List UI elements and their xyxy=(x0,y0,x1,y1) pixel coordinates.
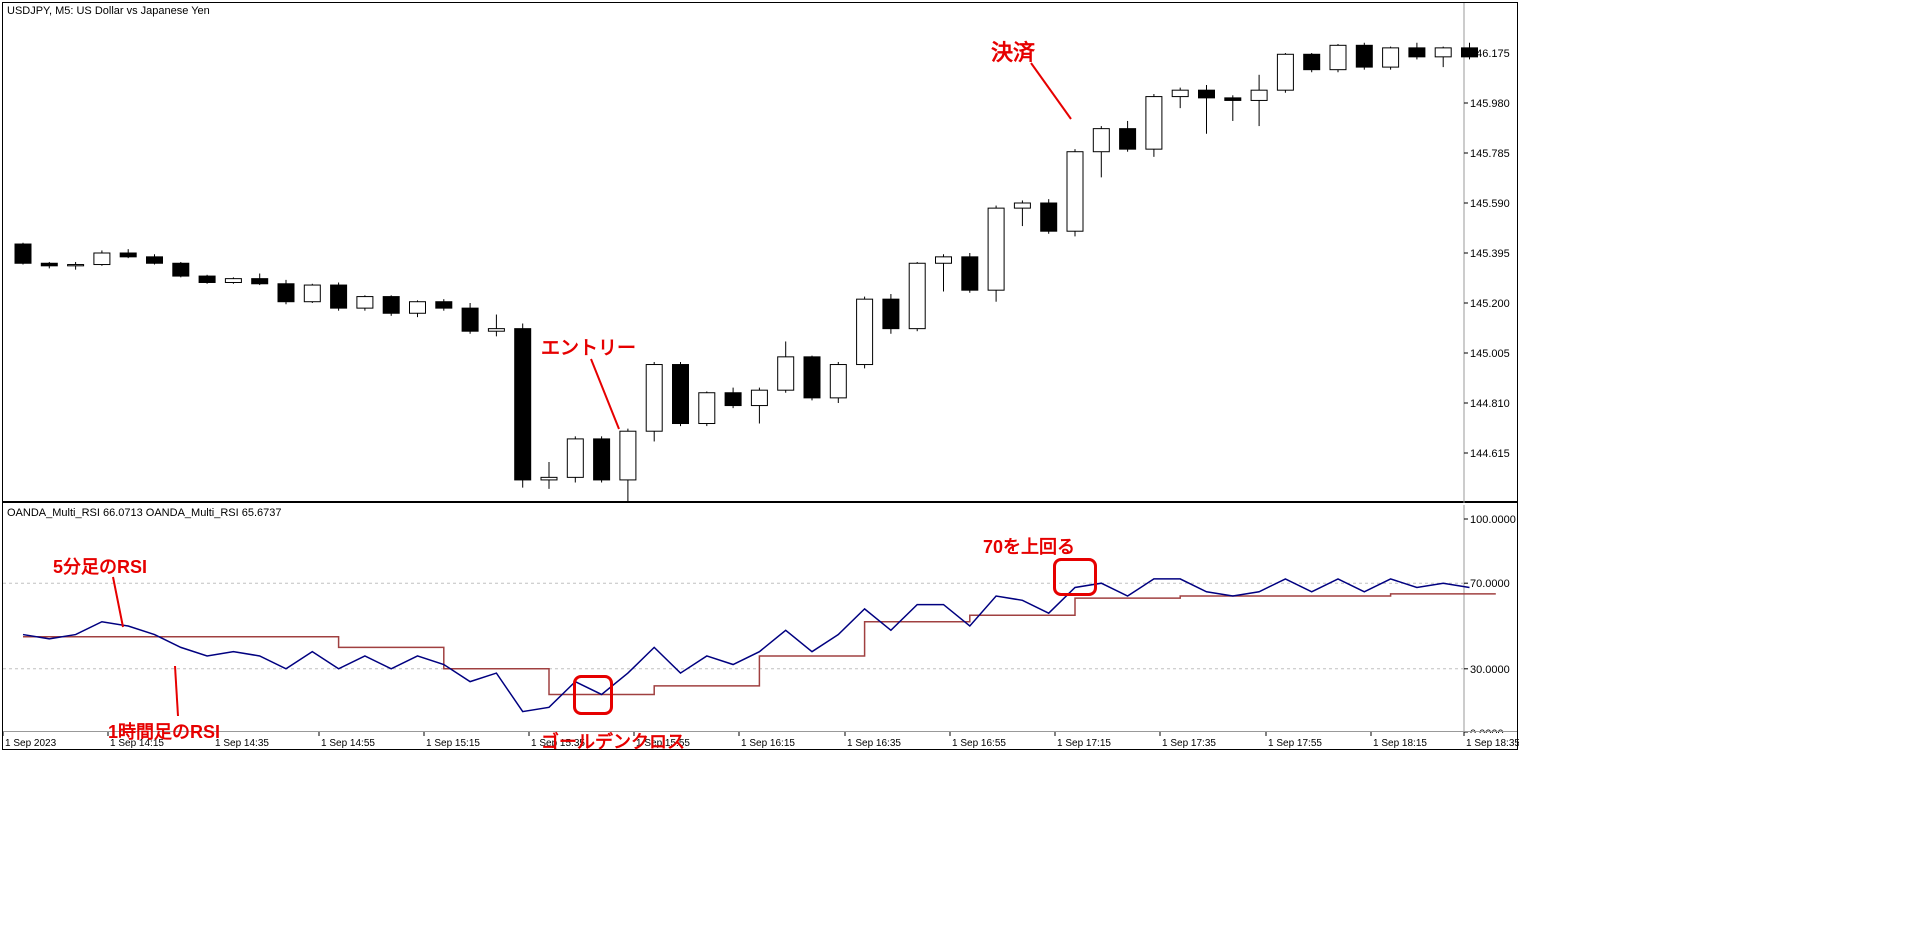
svg-text:30.0000: 30.0000 xyxy=(1470,664,1510,676)
annotation-golden-cross: ゴールデンクロス xyxy=(541,728,685,754)
svg-text:100.0000: 100.0000 xyxy=(1470,514,1516,526)
svg-text:1 Sep 16:15: 1 Sep 16:15 xyxy=(741,738,795,749)
chart-title: USDJPY, M5: US Dollar vs Japanese Yen xyxy=(7,5,210,17)
price-panel[interactable]: USDJPY, M5: US Dollar vs Japanese Yen 14… xyxy=(3,3,1517,503)
svg-text:1 Sep 18:15: 1 Sep 18:15 xyxy=(1373,738,1427,749)
svg-text:145.200: 145.200 xyxy=(1470,298,1510,310)
svg-text:70.0000: 70.0000 xyxy=(1470,578,1510,590)
svg-text:145.005: 145.005 xyxy=(1470,348,1510,360)
rsi-chart: 100.000070.000030.00000.0000 xyxy=(3,505,1519,733)
svg-text:144.615: 144.615 xyxy=(1470,448,1510,460)
price-chart: 146.175145.980145.785145.590145.395145.2… xyxy=(3,3,1519,503)
indicator-panel[interactable]: OANDA_Multi_RSI 66.0713 OANDA_Multi_RSI … xyxy=(3,505,1517,733)
svg-text:1 Sep 16:35: 1 Sep 16:35 xyxy=(847,738,901,749)
annotation-entry: エントリー xyxy=(541,333,636,360)
annotation-exit: 決済 xyxy=(991,35,1035,67)
svg-text:1 Sep 18:35: 1 Sep 18:35 xyxy=(1466,738,1519,749)
x-axis: 1 Sep 20231 Sep 14:151 Sep 14:351 Sep 14… xyxy=(3,731,1517,749)
annotation-over70: 70を上回る xyxy=(983,533,1075,559)
svg-text:1 Sep 14:35: 1 Sep 14:35 xyxy=(215,738,269,749)
annotation-rsi1h: 1時間足のRSI xyxy=(108,718,220,744)
indicator-title: OANDA_Multi_RSI 66.0713 OANDA_Multi_RSI … xyxy=(7,507,282,519)
svg-text:1 Sep 17:15: 1 Sep 17:15 xyxy=(1057,738,1111,749)
highlight-over70 xyxy=(1053,558,1097,596)
svg-text:1 Sep 17:55: 1 Sep 17:55 xyxy=(1268,738,1322,749)
svg-text:1 Sep 14:55: 1 Sep 14:55 xyxy=(321,738,375,749)
svg-text:1 Sep 15:15: 1 Sep 15:15 xyxy=(426,738,480,749)
svg-text:1 Sep 2023: 1 Sep 2023 xyxy=(5,738,57,749)
annotation-rsi5m: 5分足のRSI xyxy=(53,553,147,579)
highlight-golden-cross xyxy=(573,675,613,715)
svg-text:145.590: 145.590 xyxy=(1470,198,1510,210)
svg-text:144.810: 144.810 xyxy=(1470,398,1510,410)
svg-text:1 Sep 16:55: 1 Sep 16:55 xyxy=(952,738,1006,749)
svg-text:1 Sep 17:35: 1 Sep 17:35 xyxy=(1162,738,1216,749)
svg-text:145.395: 145.395 xyxy=(1470,248,1510,260)
chart-container: USDJPY, M5: US Dollar vs Japanese Yen 14… xyxy=(2,2,1518,750)
svg-text:145.785: 145.785 xyxy=(1470,148,1510,160)
svg-text:145.980: 145.980 xyxy=(1470,98,1510,110)
x-axis-labels: 1 Sep 20231 Sep 14:151 Sep 14:351 Sep 14… xyxy=(3,732,1519,750)
